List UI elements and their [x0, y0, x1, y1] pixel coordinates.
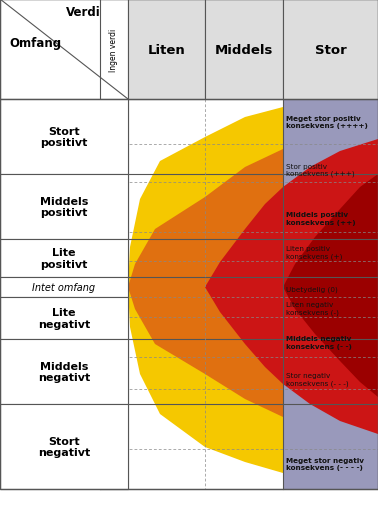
Bar [100, 277, 128, 297]
Bar [0, 340, 128, 404]
Text: Omfang: Omfang [10, 38, 62, 50]
Bar [0, 0, 128, 100]
Text: Verdi: Verdi [66, 6, 101, 18]
Text: Lite
negativt: Lite negativt [38, 307, 90, 329]
Text: Meget stor negativ
konsekvens (- - - -): Meget stor negativ konsekvens (- - - -) [286, 458, 364, 471]
Text: Middels negativ
konsekvens (- -): Middels negativ konsekvens (- -) [286, 336, 352, 349]
Text: Liten: Liten [148, 43, 185, 56]
Bar [128, 0, 205, 100]
Text: Liten negativ
konsekvens (-): Liten negativ konsekvens (-) [286, 302, 339, 315]
Bar [100, 404, 128, 489]
Bar [0, 100, 128, 175]
Bar [100, 100, 128, 489]
Polygon shape [283, 175, 378, 397]
Bar [100, 100, 128, 175]
Text: Meget stor positiv
konsekvens (++++): Meget stor positiv konsekvens (++++) [286, 116, 368, 129]
Bar [128, 100, 378, 489]
Polygon shape [128, 135, 378, 437]
Bar [0, 175, 128, 240]
Bar [0, 297, 128, 340]
Bar [0, 240, 128, 277]
Bar [0, 404, 128, 489]
Text: Stort
negativt: Stort negativt [38, 436, 90, 458]
Text: Ingen verdi: Ingen verdi [110, 29, 118, 71]
Bar [100, 100, 128, 489]
Text: Middels
negativt: Middels negativt [38, 361, 90, 383]
Polygon shape [283, 381, 378, 489]
Text: Stor negativ
konsekvens (- - -): Stor negativ konsekvens (- - -) [286, 373, 349, 386]
Bar [205, 0, 283, 100]
Bar [100, 0, 128, 100]
Text: Ubetydelig (0): Ubetydelig (0) [286, 286, 338, 293]
Polygon shape [283, 100, 378, 194]
Text: Middels
positivt: Middels positivt [40, 196, 88, 218]
Bar [100, 340, 128, 404]
Text: Middels: Middels [215, 43, 273, 56]
Text: Middels positiv
konsekvens (++): Middels positiv konsekvens (++) [286, 212, 356, 225]
Text: Liten positiv
konsekvens (+): Liten positiv konsekvens (+) [286, 246, 342, 259]
Text: Lite
positivt: Lite positivt [40, 248, 88, 269]
Text: Stor: Stor [314, 43, 346, 56]
Polygon shape [205, 140, 378, 434]
Bar [100, 240, 128, 277]
Text: Intet omfang: Intet omfang [33, 282, 96, 293]
Bar [0, 277, 128, 297]
Bar [283, 0, 378, 100]
Text: Stor positiv
konsekvens (+++): Stor positiv konsekvens (+++) [286, 163, 355, 177]
Bar [100, 297, 128, 340]
Polygon shape [128, 108, 378, 473]
Text: Stort
positivt: Stort positivt [40, 126, 88, 148]
Bar [100, 175, 128, 240]
